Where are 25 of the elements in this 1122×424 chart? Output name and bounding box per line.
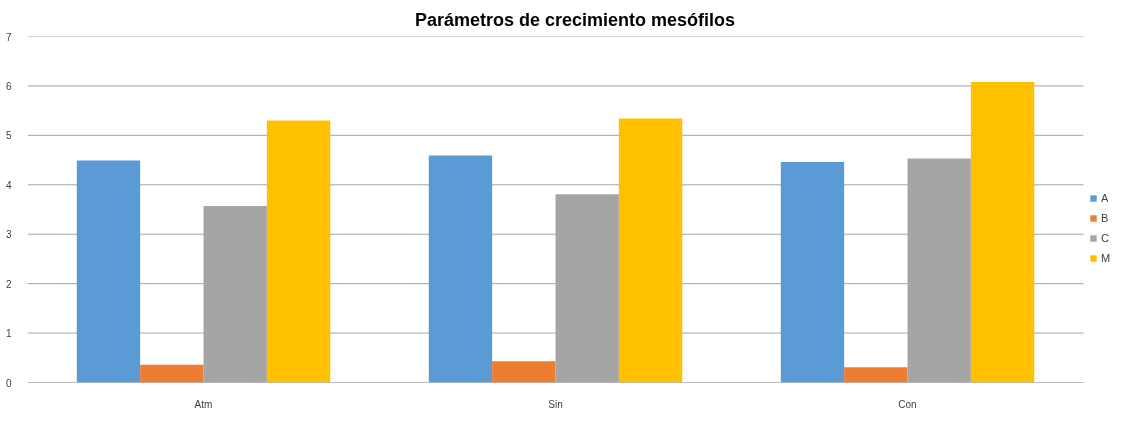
x-tick-label: Atm [194, 398, 213, 410]
bar [844, 367, 908, 383]
bar [970, 81, 1035, 383]
y-tick-label: 5 [5, 130, 12, 142]
y-tick-label: 3 [5, 229, 12, 241]
y-tick-label: 7 [5, 31, 12, 43]
y-tick-label: 2 [5, 278, 12, 290]
bar [618, 118, 683, 383]
bar [140, 364, 204, 383]
y-tick-label: 0 [5, 377, 12, 389]
y-tick-label: 1 [5, 328, 12, 340]
y-tick-label: 4 [5, 179, 12, 191]
bar [266, 120, 331, 383]
bar [76, 160, 141, 383]
bar [428, 155, 493, 383]
x-tick-label: Sin [548, 398, 563, 410]
legend-label: A [1101, 192, 1110, 204]
bar [492, 361, 556, 383]
chart-title: Parámetros de crecimiento mesófilos [414, 9, 736, 30]
bar [780, 162, 845, 383]
legend-label: C [1101, 232, 1110, 244]
legend-label: M [1101, 252, 1112, 264]
x-tick-label: Con [898, 398, 917, 410]
y-tick-label: 6 [5, 80, 12, 92]
legend-label: B [1101, 212, 1110, 224]
